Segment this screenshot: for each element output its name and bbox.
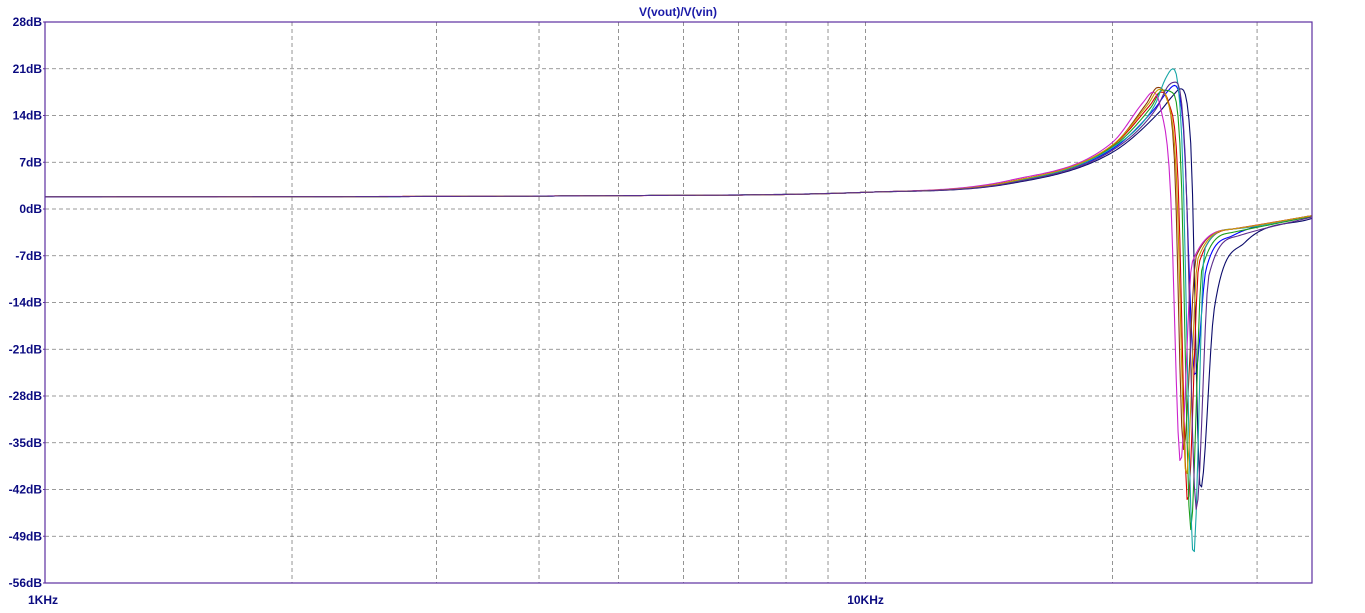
y-tick-label: -21dB [9,342,43,356]
y-tick-label: -14dB [9,296,43,310]
series-line-9 [45,81,1313,510]
series-line-5 [45,89,1313,531]
y-tick-label: -42dB [9,483,43,497]
series-line-6 [45,68,1313,553]
y-tick-label: 21dB [13,62,43,76]
grid-lines [45,22,1312,583]
chart-title: V(vout)/V(vin) [639,5,717,19]
y-tick-label: 28dB [13,15,43,29]
series-line-7 [45,91,1313,461]
y-tick-label: -35dB [9,436,43,450]
y-tick-labels: 28dB 21dB 14dB 7dB 0dB -7dB -14dB -21dB -28dB -35… [9,15,45,590]
y-tick-label: -49dB [9,529,43,543]
x-tick-labels: 1KHz 10KHz [28,593,884,607]
y-tick-label: -56dB [9,576,43,590]
x-tick-label: 1KHz [28,593,58,607]
series-line-8 [45,88,1313,475]
series-line-1 [45,84,1313,376]
y-tick-label: -7dB [15,249,42,263]
y-tick-label: 14dB [13,109,43,123]
y-tick-label: 0dB [19,202,42,216]
x-tick-label: 10KHz [847,593,884,607]
y-tick-label: 7dB [19,155,42,169]
series-line-2 [45,88,1313,488]
y-tick-label: -28dB [9,389,43,403]
series-line-3 [45,91,1313,501]
series-lines [45,68,1313,553]
